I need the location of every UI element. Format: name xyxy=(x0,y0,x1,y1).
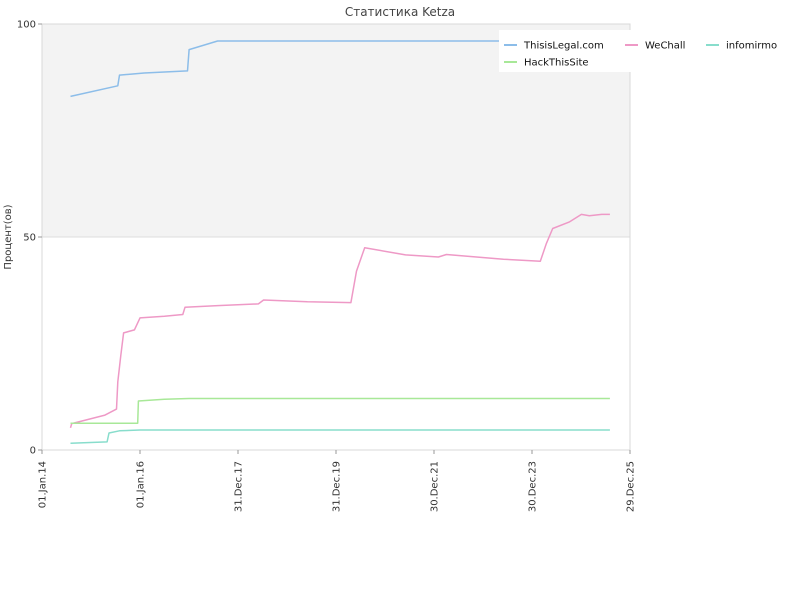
chart-title: Статистика Ketza xyxy=(345,5,455,19)
legend-label: WeChall xyxy=(645,41,685,52)
legend-item: HackThisSite xyxy=(504,58,589,69)
y-axis-label: Процент(ов) xyxy=(3,204,14,269)
series-line-thisislegal-com xyxy=(70,40,559,98)
y-tick-label: 50 xyxy=(23,233,36,244)
y-tick-label: 100 xyxy=(17,20,36,31)
legend: ThisisLegal.com WeChall infomirmo HackThisS… xyxy=(499,30,785,72)
y-axis-ticks: 0 50 100 xyxy=(17,20,42,457)
x-tick-label: 31.Dec.17 xyxy=(234,461,245,512)
legend-item: ThisisLegal.com xyxy=(504,41,604,52)
legend-label: HackThisSite xyxy=(524,58,589,69)
series-line-infomirmo xyxy=(70,429,610,444)
series-line-hackthissite xyxy=(70,397,610,424)
legend-label: infomirmo xyxy=(726,41,777,52)
legend-box xyxy=(499,30,785,72)
series-layer xyxy=(69,40,610,444)
x-tick-label: 30.Dec.21 xyxy=(430,461,441,512)
x-axis-ticks: 01.Jan.14 01.Jan.16 31.Dec.17 31.Dec.19 30.D… xyxy=(38,450,637,512)
x-tick-label: 31.Dec.19 xyxy=(332,461,343,512)
x-tick-label: 30.Dec.23 xyxy=(528,461,539,512)
legend-label: ThisisLegal.com xyxy=(523,41,604,52)
legend-item: infomirmo xyxy=(706,41,777,52)
y-tick-label: 0 xyxy=(30,446,36,457)
series-line-wechall xyxy=(69,213,610,429)
x-tick-label: 01.Jan.14 xyxy=(38,461,49,508)
x-tick-label: 29.Dec.25 xyxy=(626,461,637,512)
x-tick-label: 01.Jan.16 xyxy=(136,461,147,508)
plot-band-lower xyxy=(42,237,630,450)
legend-item: WeChall xyxy=(625,41,685,52)
